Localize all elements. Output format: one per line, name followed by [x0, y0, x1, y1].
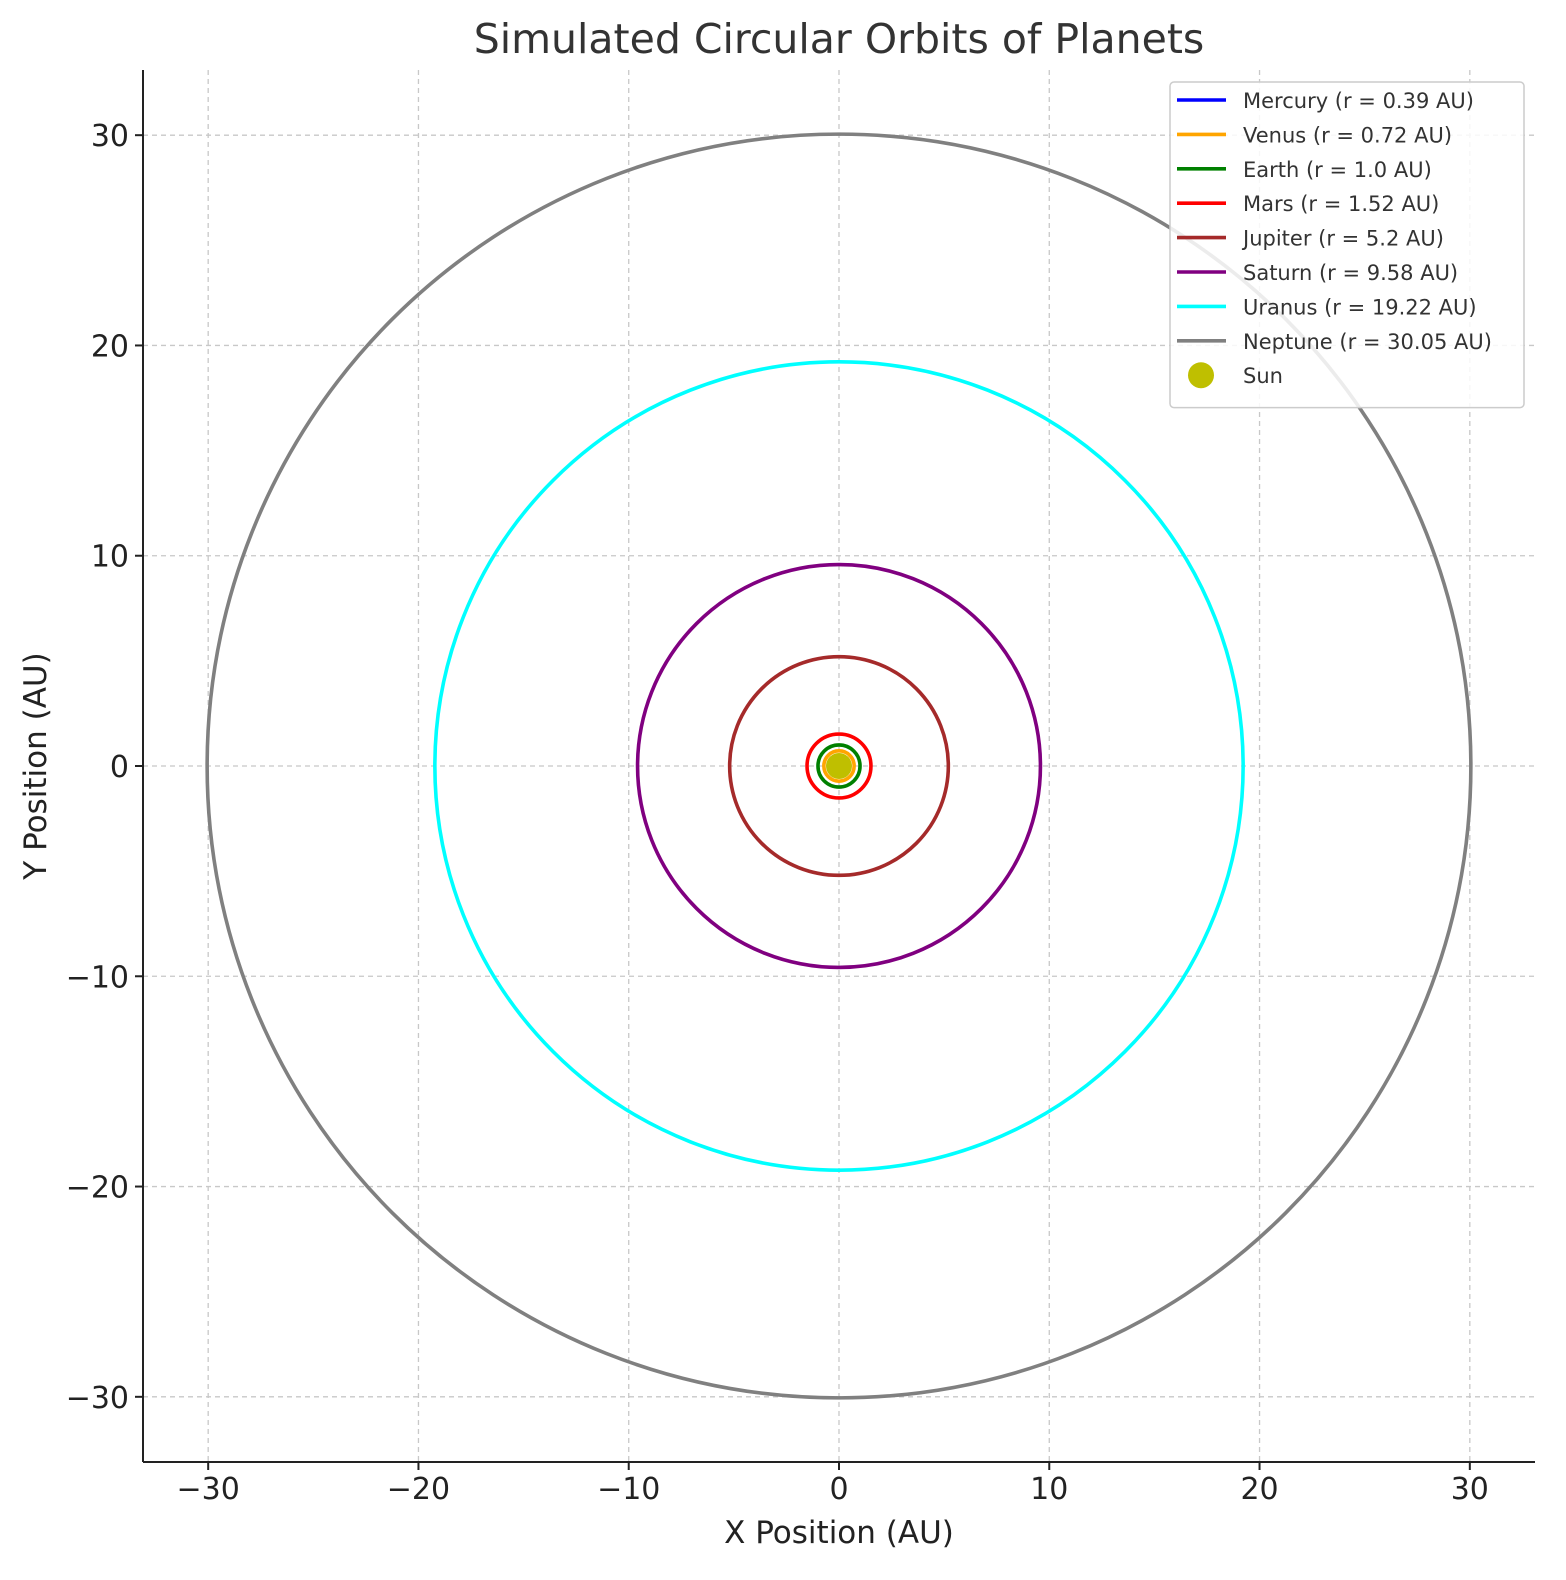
x-axis-title: X Position (AU) [724, 1515, 954, 1551]
x-tick-label: 20 [1240, 1472, 1278, 1507]
x-tick-label: −10 [597, 1472, 660, 1507]
orbit-uranus [433, 360, 1245, 1172]
y-tick-label: −20 [66, 1171, 129, 1206]
x-tick-label: 0 [829, 1472, 848, 1507]
y-tick-label: 0 [110, 750, 129, 785]
legend-label: Earth (r = 1.0 AU) [1243, 158, 1432, 182]
orbit-saturn [635, 562, 1043, 970]
x-tick-label: 30 [1451, 1472, 1489, 1507]
y-tick-label: 20 [91, 329, 129, 364]
x-tick-label: −30 [177, 1472, 240, 1507]
legend-label: Mercury (r = 0.39 AU) [1243, 89, 1474, 113]
legend-label: Sun [1243, 364, 1283, 388]
x-tick-label: 10 [1030, 1472, 1068, 1507]
x-tick-label: −20 [387, 1472, 450, 1507]
y-tick-label: 30 [91, 119, 129, 154]
y-tick-label: −30 [66, 1381, 129, 1416]
legend-label: Mars (r = 1.52 AU) [1243, 192, 1439, 216]
legend-label: Jupiter (r = 5.2 AU) [1241, 227, 1444, 251]
orbit-venus [822, 749, 856, 783]
orbits [205, 132, 1473, 1400]
y-axis-title: Y Position (AU) [18, 652, 54, 880]
legend-label: Uranus (r = 19.22 AU) [1243, 295, 1477, 319]
legend-label: Venus (r = 0.72 AU) [1243, 123, 1452, 147]
legend-sun-swatch [1188, 362, 1214, 389]
axes: −30 −20 −10 0 10 20 30 −30 −20 −10 0 10 20 30 [66, 70, 1535, 1507]
legend-box [1169, 81, 1525, 409]
sun-marker [826, 753, 852, 779]
chart-title: Simulated Circular Orbits of Planets [474, 15, 1205, 63]
legend-label: Neptune (r = 30.05 AU) [1243, 330, 1492, 354]
legend: Mercury (r = 0.39 AU) Venus (r = 0.72 AU)… [1169, 81, 1525, 409]
orbit-earth [816, 743, 862, 789]
legend-label: Saturn (r = 9.58 AU) [1243, 261, 1458, 285]
y-tick-label: −10 [66, 960, 129, 995]
y-tick-label: 10 [91, 540, 129, 575]
orbit-jupiter [727, 654, 951, 878]
orbit-neptune [205, 132, 1473, 1400]
orbit-mars [805, 732, 873, 800]
